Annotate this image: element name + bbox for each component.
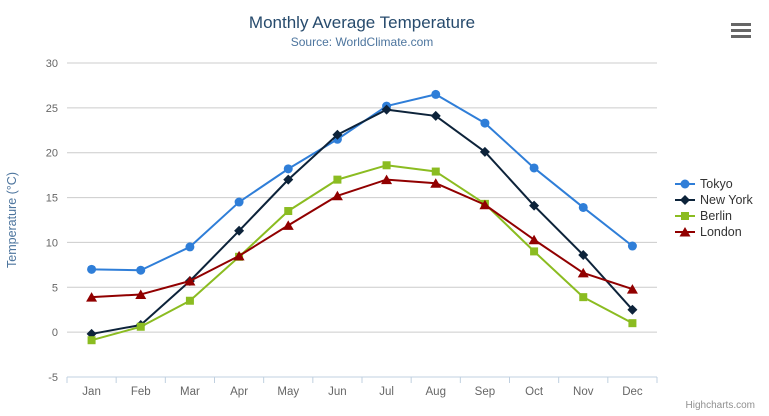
data-point-london[interactable] [577,267,589,278]
y-axis-tick-label: 20 [46,148,58,160]
data-point-tokyo[interactable] [283,164,293,174]
data-point-london[interactable] [430,178,442,188]
y-axis-tick-label: 30 [46,58,58,70]
data-point-berlin[interactable] [431,167,440,176]
x-axis-tick-label: Oct [525,386,544,398]
legend-label: New York [700,193,753,207]
export-menu-button[interactable] [730,20,754,40]
y-axis-tick-label: 5 [52,282,58,294]
legend-item-london[interactable]: London [675,225,753,239]
x-axis-tick-label: Jul [379,386,394,398]
series-london [86,174,638,302]
y-axis-tick-label: 15 [46,193,58,205]
data-point-new-york[interactable] [627,304,638,315]
legend-item-tokyo[interactable]: Tokyo [675,177,753,191]
hamburger-icon [731,22,751,26]
x-axis-tick-label: Mar [180,386,200,398]
credits-link[interactable]: Highcharts.com [685,400,755,411]
x-axis-tick-label: Feb [131,386,151,398]
square-glyph[interactable] [681,212,689,220]
data-point-new-york[interactable] [234,225,245,236]
data-point-new-york[interactable] [381,104,392,115]
data-point-berlin[interactable] [530,247,539,256]
x-axis-tick-label: Aug [426,386,446,398]
x-axis-tick-label: Jun [328,386,347,398]
data-point-london[interactable] [135,289,147,299]
x-axis-tick-label: Sep [475,386,495,398]
series-berlin [87,161,637,345]
data-point-berlin[interactable] [382,161,391,170]
data-point-new-york[interactable] [430,110,441,121]
chart-title: Monthly Average Temperature [248,13,476,32]
data-point-new-york[interactable] [283,174,294,185]
data-point-berlin[interactable] [185,296,194,305]
data-point-tokyo[interactable] [529,163,539,173]
y-axis-tick-label: 0 [52,327,58,339]
circle-marker-icon [675,179,695,189]
data-point-london[interactable] [331,190,343,201]
series-line-london [90,178,634,299]
diamond-marker-icon [675,195,695,205]
diamond-glyph[interactable] [680,195,690,205]
legend-item-new-york[interactable]: New York [675,193,753,207]
data-point-tokyo[interactable] [627,241,637,251]
series-line-new-york [90,108,634,335]
series-new-york [86,104,638,339]
data-point-berlin[interactable] [136,322,145,331]
data-point-tokyo[interactable] [578,202,588,212]
data-point-berlin[interactable] [579,293,588,302]
legend-label: London [700,225,742,239]
series-tokyo [87,89,637,275]
data-point-new-york[interactable] [479,146,490,157]
data-point-new-york[interactable] [578,249,589,260]
square-marker-icon [675,212,695,220]
data-point-berlin[interactable] [628,319,637,328]
legend-item-berlin[interactable]: Berlin [675,209,753,223]
data-point-tokyo[interactable] [185,242,195,252]
data-point-berlin[interactable] [87,336,96,345]
data-point-tokyo[interactable] [431,89,441,99]
x-axis-tick-label: Apr [230,386,248,398]
data-point-tokyo[interactable] [480,118,490,128]
data-point-london[interactable] [282,220,294,230]
data-point-london[interactable] [626,284,638,294]
data-point-berlin[interactable] [284,207,293,216]
legend: Tokyo New York Berlin London [675,177,753,239]
y-axis-tick-label: 10 [46,237,58,249]
data-point-tokyo[interactable] [234,197,244,207]
data-point-london[interactable] [479,199,491,210]
legend-label: Tokyo [700,177,733,191]
series-line-berlin [90,164,634,342]
data-point-london[interactable] [233,250,245,261]
data-point-london[interactable] [86,292,98,302]
data-point-new-york[interactable] [332,129,343,140]
chart-subtitle: Source: WorldClimate.com [290,35,434,49]
x-axis-tick-label: Nov [573,386,594,398]
y-axis-title: Temperature (°C) [5,172,19,268]
data-point-berlin[interactable] [333,175,342,184]
data-point-tokyo[interactable] [136,265,146,275]
x-axis-tick-label: Jan [82,386,101,398]
legend-label: Berlin [700,209,732,223]
data-point-london[interactable] [184,276,196,286]
data-point-new-york[interactable] [529,200,540,211]
data-point-tokyo[interactable] [87,264,97,274]
triangle-glyph[interactable] [679,227,691,237]
series-line-tokyo [90,93,634,272]
x-axis-tick-label: May [277,386,299,398]
triangle-marker-icon [675,227,695,237]
y-axis-tick-label: 25 [46,103,58,115]
data-point-london[interactable] [381,174,393,185]
data-point-london[interactable] [528,234,540,245]
y-axis-tick-label: -5 [48,372,58,384]
x-axis-tick-label: Dec [622,386,643,398]
circle-glyph[interactable] [680,179,690,189]
